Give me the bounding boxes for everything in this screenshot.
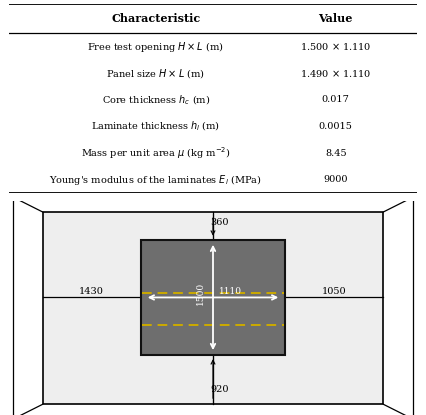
Text: Free test opening $H \times L$ (m): Free test opening $H \times L$ (m) [87, 40, 224, 54]
Text: Young's modulus of the laminates $E_l$ (MPa): Young's modulus of the laminates $E_l$ (… [49, 173, 262, 187]
Bar [141, 240, 285, 355]
Text: 1500: 1500 [196, 282, 205, 305]
Text: Mass per unit area $\mu$ (kg m$^{-2}$): Mass per unit area $\mu$ (kg m$^{-2}$) [81, 145, 230, 161]
Bar [43, 212, 383, 404]
Text: 360: 360 [210, 218, 229, 227]
Text: 1.490 $\times$ 1.110: 1.490 $\times$ 1.110 [300, 68, 371, 79]
Text: Panel size $H \times L$ (m): Panel size $H \times L$ (m) [106, 67, 205, 80]
Text: 0.017: 0.017 [322, 95, 350, 105]
Text: 920: 920 [210, 385, 229, 394]
Text: 9000: 9000 [323, 175, 348, 184]
Text: 0.0015: 0.0015 [319, 122, 353, 131]
Text: 8.45: 8.45 [325, 149, 346, 158]
Text: Core thickness $h_c$ (m): Core thickness $h_c$ (m) [102, 93, 210, 107]
Text: 1110: 1110 [219, 286, 242, 295]
Text: Value: Value [319, 13, 353, 24]
Text: 1.500 $\times$ 1.110: 1.500 $\times$ 1.110 [300, 41, 371, 52]
Text: Laminate thickness $h_l$ (m): Laminate thickness $h_l$ (m) [91, 120, 220, 133]
Text: 1050: 1050 [322, 286, 347, 295]
Text: Characteristic: Characteristic [111, 13, 200, 24]
Text: 1430: 1430 [79, 286, 104, 295]
